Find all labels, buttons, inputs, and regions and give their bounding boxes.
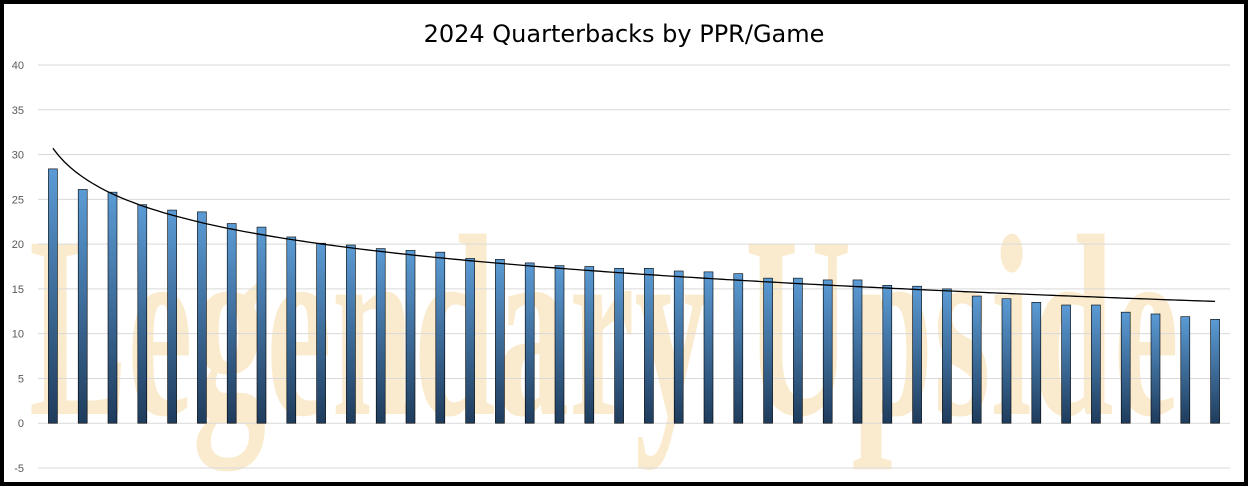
bar-series <box>48 168 1220 424</box>
bar-qb13 <box>405 250 416 424</box>
bar-qb34 <box>1031 302 1042 424</box>
bar-qb6 <box>197 211 207 424</box>
bar-qb36 <box>1091 304 1101 424</box>
bar-qb17 <box>524 262 535 424</box>
bar-qb20 <box>614 267 624 424</box>
chart-svg: Legendary Upside -5 0 5 10 15 20 25 30 35 40 2024… <box>12 20 1230 475</box>
bar-qb29 <box>882 285 893 424</box>
y-tick-label: 0 <box>18 418 24 430</box>
bar-qb28 <box>852 279 863 424</box>
bar-qb15 <box>465 258 475 424</box>
bar-qb39 <box>1180 316 1191 424</box>
y-tick-label: 30 <box>12 150 24 162</box>
bar-qb27 <box>822 279 833 424</box>
bar-qb2 <box>77 189 88 424</box>
bar-qb10 <box>316 242 326 424</box>
y-axis-ticks: -5 0 5 10 15 20 25 30 35 40 <box>12 60 24 475</box>
bar-qb18 <box>554 265 565 424</box>
bar-qb12 <box>375 248 386 424</box>
y-tick-label: 5 <box>18 373 24 385</box>
bar-qb37 <box>1120 311 1131 424</box>
bar-qb19 <box>584 266 595 424</box>
bar-qb38 <box>1150 313 1161 424</box>
y-tick-label: 20 <box>12 239 24 251</box>
bar-qb1 <box>48 168 58 424</box>
y-tick-label: -5 <box>14 463 24 475</box>
y-tick-label: 35 <box>12 105 24 117</box>
bar-qb5 <box>167 209 177 424</box>
bar-qb24 <box>733 273 744 424</box>
bar-qb22 <box>673 270 684 424</box>
bar-qb14 <box>435 251 446 424</box>
chart-title: 2024 Quarterbacks by PPR/Game <box>424 20 825 48</box>
y-tick-label: 15 <box>12 284 24 296</box>
bar-qb21 <box>644 267 654 424</box>
bar-qb23 <box>703 271 714 424</box>
watermark-text: Legendary Upside <box>29 183 1179 475</box>
y-tick-label: 10 <box>12 329 24 341</box>
bar-qb4 <box>137 204 148 424</box>
bar-qb11 <box>346 244 356 424</box>
bar-qb35 <box>1061 304 1071 424</box>
bar-qb40 <box>1210 319 1220 424</box>
trendline <box>52 147 1216 303</box>
bar-qb3 <box>107 191 118 424</box>
bar-qb8 <box>256 226 267 424</box>
gridlines <box>38 64 1230 469</box>
bar-qb7 <box>226 223 237 424</box>
bar-qb25 <box>763 277 773 424</box>
bar-qb31 <box>942 288 952 424</box>
bar-qb32 <box>971 295 982 424</box>
bar-qb9 <box>286 236 297 424</box>
bar-qb33 <box>1001 298 1012 424</box>
bar-qb16 <box>495 259 505 424</box>
bar-qb26 <box>793 277 803 424</box>
bar-qb30 <box>912 285 922 424</box>
y-tick-label: 40 <box>12 60 24 72</box>
y-tick-label: 25 <box>12 194 24 206</box>
